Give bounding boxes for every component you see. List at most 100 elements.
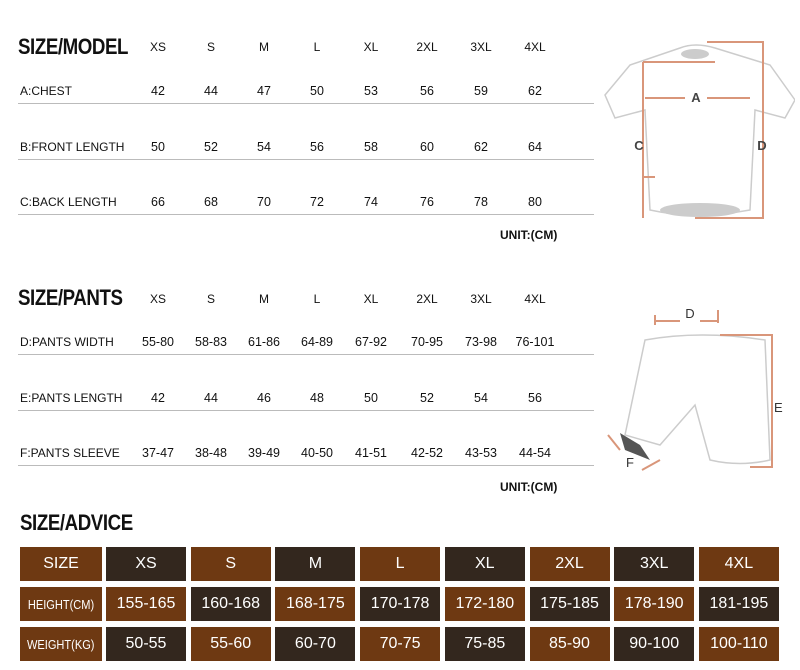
pants-title: SIZE/PANTS xyxy=(18,285,123,310)
advice-row-label: HEIGHT(CM) xyxy=(20,587,102,621)
advice-cell: 3XL xyxy=(614,547,695,581)
table-cell: 70 xyxy=(257,195,271,209)
size-header: S xyxy=(206,40,215,54)
table-cell: 64 xyxy=(528,140,542,154)
advice-cell: 90-100 xyxy=(614,627,695,661)
size-header: 3XL xyxy=(470,40,492,54)
table-cell: 68 xyxy=(204,195,218,209)
table-cell: 41-51 xyxy=(355,446,387,460)
row-label: B:FRONT LENGTH xyxy=(20,140,125,154)
advice-cell: 178-190 xyxy=(614,587,695,621)
table-cell: 78 xyxy=(474,195,488,209)
table-cell: 58 xyxy=(364,140,378,154)
size-header: 2XL xyxy=(416,292,438,306)
table-cell: 53 xyxy=(364,84,378,98)
size-header: XL xyxy=(363,292,379,306)
table-cell: 48 xyxy=(310,391,324,405)
label-f: F xyxy=(626,455,634,470)
row-label: F:PANTS SLEEVE xyxy=(20,446,120,460)
table-cell: 80 xyxy=(528,195,542,209)
table-cell: 39-49 xyxy=(248,446,280,460)
table-cell: 37-47 xyxy=(142,446,174,460)
size-header: L xyxy=(313,292,321,306)
advice-cell: L xyxy=(360,547,441,581)
table-cell: 56 xyxy=(528,391,542,405)
row-label: E:PANTS LENGTH xyxy=(20,391,123,405)
row-divider xyxy=(18,465,594,466)
advice-cell: S xyxy=(190,547,271,581)
advice-cell: 160-168 xyxy=(190,587,271,621)
label-e: E xyxy=(774,400,783,415)
table-cell: 54 xyxy=(474,391,488,405)
advice-row-label: WEIGHT(KG) xyxy=(20,627,102,661)
size-header: S xyxy=(206,292,215,306)
advice-cell: XL xyxy=(444,547,525,581)
table-cell: 43-53 xyxy=(465,446,497,460)
jersey-diagram: A C D xyxy=(604,41,795,219)
advice-label-text: WEIGHT(KG) xyxy=(27,636,95,652)
advice-cell: 100-110 xyxy=(698,627,779,661)
size-header: XS xyxy=(149,292,166,306)
size-header: 4XL xyxy=(524,292,546,306)
table-cell: 76-101 xyxy=(515,335,555,349)
table-cell: 60 xyxy=(420,140,434,154)
table-cell: 64-89 xyxy=(301,335,333,349)
advice-cell: 4XL xyxy=(698,547,779,581)
table-cell: 50 xyxy=(310,84,324,98)
label-c: C xyxy=(634,138,644,153)
advice-cell: 85-90 xyxy=(529,627,610,661)
row-divider xyxy=(18,214,594,215)
advice-row-label: SIZE xyxy=(20,547,102,581)
advice-cell: 55-60 xyxy=(190,627,271,661)
table-cell: 55-80 xyxy=(142,335,174,349)
advice-cell: XS xyxy=(106,547,186,581)
table-cell: 44 xyxy=(204,391,218,405)
advice-cell: 172-180 xyxy=(444,587,525,621)
row-label: D:PANTS WIDTH xyxy=(20,335,114,349)
pants-unit: UNIT:(CM) xyxy=(500,480,558,494)
size-header: 3XL xyxy=(470,292,492,306)
advice-cell: 60-70 xyxy=(275,627,356,661)
advice-cell: 2XL xyxy=(529,547,610,581)
advice-label-text: HEIGHT(CM) xyxy=(27,596,95,612)
row-divider xyxy=(18,103,594,104)
advice-cell: 175-185 xyxy=(529,587,610,621)
label-d: D xyxy=(685,306,694,321)
table-cell: 66 xyxy=(151,195,165,209)
row-divider xyxy=(18,354,594,355)
size-header: L xyxy=(313,40,321,54)
table-cell: 62 xyxy=(528,84,542,98)
row-label: C:BACK LENGTH xyxy=(20,195,117,209)
table-cell: 76 xyxy=(420,195,434,209)
row-divider xyxy=(18,159,594,160)
advice-cell: 168-175 xyxy=(275,587,356,621)
advice-cell: 50-55 xyxy=(106,627,186,661)
size-header: M xyxy=(259,40,269,54)
advice-cell: M xyxy=(275,547,356,581)
advice-label-text: SIZE xyxy=(43,555,79,572)
jersey-title: SIZE/MODEL xyxy=(18,34,129,59)
label-d: D xyxy=(757,138,766,153)
advice-cell: 70-75 xyxy=(360,627,441,661)
table-cell: 54 xyxy=(257,140,271,154)
jersey-unit: UNIT:(CM) xyxy=(500,228,558,242)
pants-diagram: D E F xyxy=(607,306,783,471)
table-cell: 42-52 xyxy=(411,446,443,460)
row-divider xyxy=(18,410,594,411)
size-header: XL xyxy=(363,40,379,54)
table-cell: 44 xyxy=(204,84,218,98)
table-cell: 58-83 xyxy=(195,335,227,349)
table-cell: 47 xyxy=(257,84,271,98)
size-header: XS xyxy=(149,40,166,54)
size-header: 4XL xyxy=(524,40,546,54)
table-cell: 61-86 xyxy=(248,335,280,349)
table-cell: 74 xyxy=(364,195,378,209)
table-cell: 52 xyxy=(420,391,434,405)
table-cell: 46 xyxy=(257,391,271,405)
table-cell: 40-50 xyxy=(301,446,333,460)
advice-cell: 170-178 xyxy=(360,587,441,621)
table-cell: 56 xyxy=(310,140,324,154)
table-cell: 44-54 xyxy=(519,446,551,460)
advice-cell: 75-85 xyxy=(444,627,525,661)
